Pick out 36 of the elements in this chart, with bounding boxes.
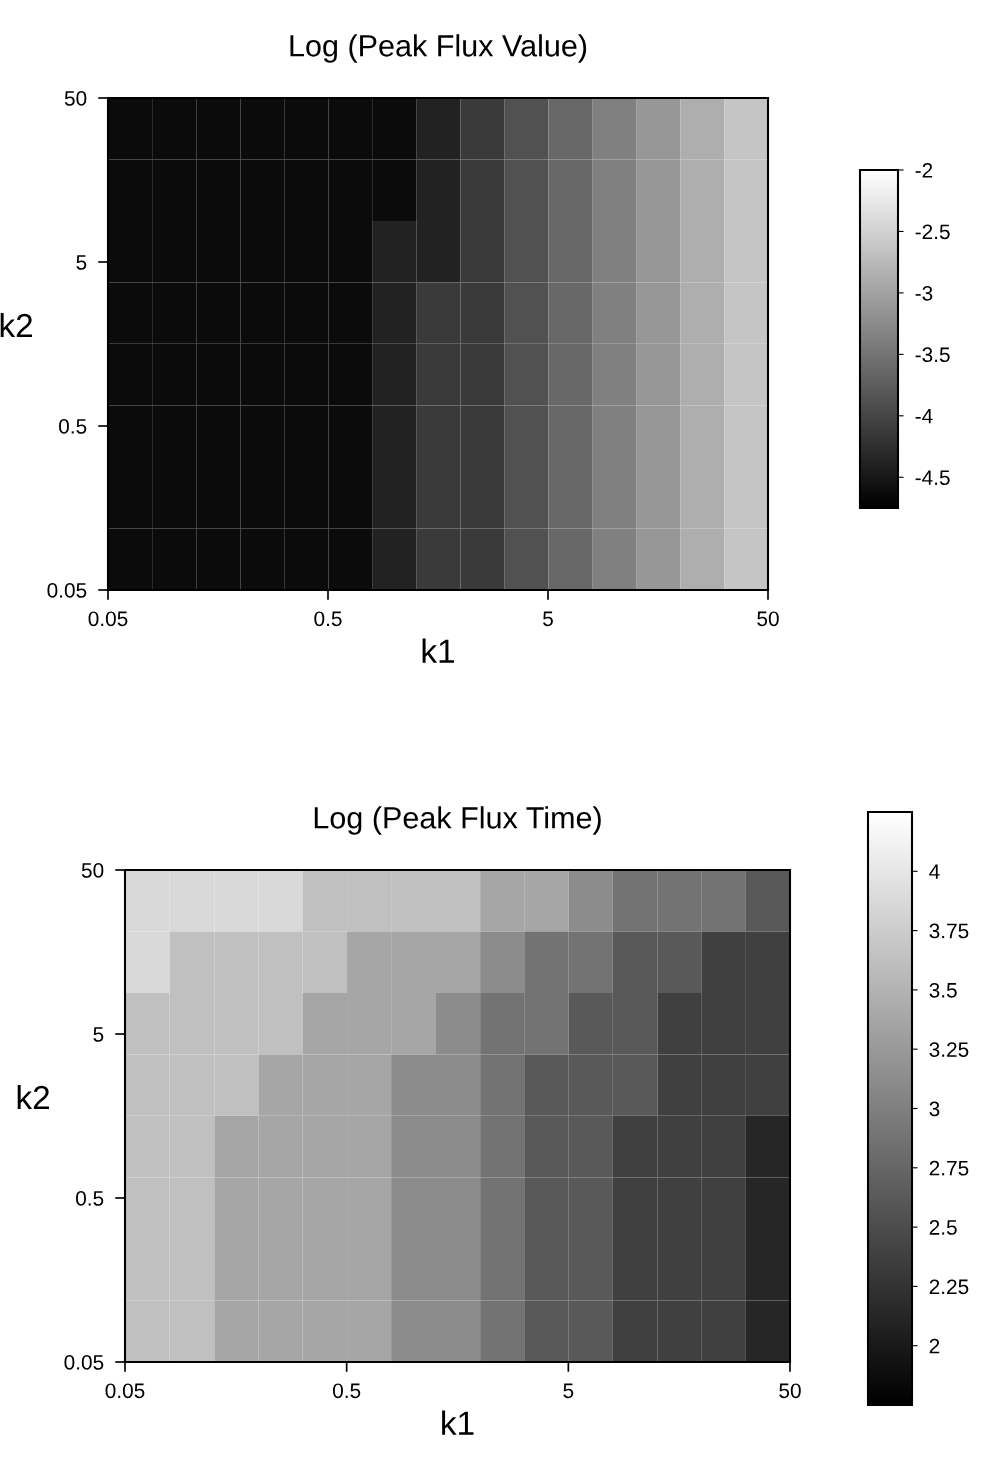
y-tick-label: 0.05 [47,583,87,598]
color-bar-label: 3 [929,1101,940,1117]
x-tick-label: 0.5 [333,1383,361,1399]
y-axis-title: k2 [17,1084,49,1110]
color-bar-label: 3.5 [929,982,957,998]
color-bar-label: -2 [915,163,933,178]
color-bar-label: 3.75 [929,923,969,939]
y-tick-label: 0.5 [76,1191,104,1206]
color-bar-label: -4.5 [915,470,950,486]
color-bar-label: -3 [915,285,933,301]
color-bar-label: 4 [929,864,940,879]
x-tick-label: 0.5 [314,611,342,627]
x-tick-label: 0.05 [105,1383,145,1399]
x-tick-label: 50 [757,611,779,627]
y-axis-title: k2 [0,312,32,338]
x-tick-label: 5 [543,611,553,627]
color-bar-label: -2.5 [915,224,950,240]
y-tick-label: 0.05 [64,1355,104,1370]
color-bar-label: -3.5 [915,347,950,363]
y-tick-label: 0.5 [59,419,87,434]
x-axis-title: k1 [422,638,454,663]
y-tick-label: 5 [76,255,87,270]
chart-title: Log (Peak Flux Value) [290,34,587,63]
y-tick-label: 50 [81,863,104,878]
color-bar-label: 2.25 [929,1279,969,1295]
color-bar-label: 2.75 [929,1160,969,1176]
y-tick-label: 50 [64,91,87,106]
color-bar-label: 2.5 [929,1220,957,1235]
x-axis-title: k1 [442,1410,474,1435]
y-tick-label: 5 [93,1027,104,1042]
color-bar-label: 3.25 [929,1042,969,1057]
chart-title: Log (Peak Flux Time) [314,806,601,835]
color-bar-label: -4 [915,409,933,424]
x-tick-label: 5 [563,1383,574,1399]
color-bar-label: 2 [929,1338,940,1354]
x-tick-label: 50 [779,1383,801,1399]
